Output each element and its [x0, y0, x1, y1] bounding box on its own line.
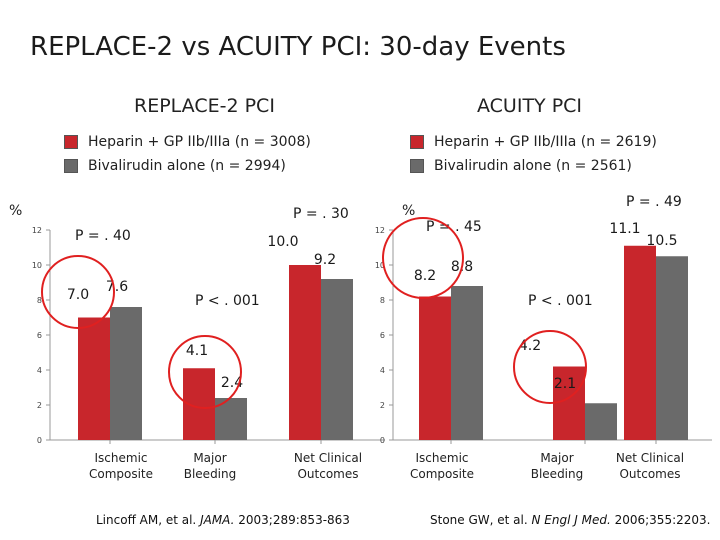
bar-heparin-1 — [553, 366, 585, 440]
legend-swatch-heparin — [410, 135, 424, 149]
data-label: 4.2 — [519, 338, 541, 354]
y-tick-label: 6 — [380, 331, 385, 340]
bar-heparin-2 — [624, 245, 656, 440]
y-axis-label: % — [402, 203, 415, 219]
legend-label: Bivalirudin alone (n = 2561) — [434, 158, 632, 174]
x-category-label: Ischemic Composite — [410, 451, 474, 481]
x-category-label: Net Clinical Outcomes — [616, 451, 684, 481]
reference-replace2: Lincoff AM, et al. JAMA. 2003;289:853-86… — [96, 513, 350, 527]
y-tick-label: 10 — [32, 261, 42, 270]
bar-heparin-0 — [419, 296, 451, 440]
data-label: 7.0 — [67, 287, 89, 303]
y-tick-label: 8 — [37, 296, 42, 305]
y-tick-label: 12 — [375, 226, 385, 235]
bar-bivalirudin-2 — [321, 279, 353, 440]
legend-swatch-bivalirudin — [410, 159, 424, 173]
panel-title-acuity: ACUITY PCI — [477, 95, 583, 117]
bar-bivalirudin-1 — [585, 403, 617, 440]
data-label: 11.1 — [609, 221, 640, 237]
legend-item-bivalirudin: Bivalirudin alone (n = 2994) — [64, 154, 311, 178]
bar-bivalirudin-2 — [656, 256, 688, 440]
data-label: 10.5 — [646, 233, 677, 249]
legend-swatch-bivalirudin — [64, 159, 78, 173]
slide-title: REPLACE-2 vs ACUITY PCI: 30-day Events — [30, 32, 566, 62]
legend-replace2: Heparin + GP IIb/IIIa (n = 3008) Bivalir… — [64, 130, 311, 178]
highlight-circle — [513, 330, 587, 404]
bar-heparin-0 — [78, 317, 110, 440]
bar-bivalirudin-0 — [451, 286, 483, 440]
legend-label: Heparin + GP IIb/IIIa (n = 3008) — [88, 134, 311, 150]
x-category-label: Major Bleeding — [184, 451, 237, 481]
x-category-label: Ischemic Composite — [89, 451, 153, 481]
legend-label: Heparin + GP IIb/IIIa (n = 2619) — [434, 134, 657, 150]
y-tick-label: 0 — [37, 436, 42, 445]
highlight-circle — [382, 217, 464, 299]
p-value-label: P = . 30 — [293, 206, 349, 222]
data-label: 4.1 — [186, 343, 208, 359]
y-tick-label: 4 — [37, 366, 42, 375]
legend-item-bivalirudin: Bivalirudin alone (n = 2561) — [410, 154, 657, 178]
legend-swatch-heparin — [64, 135, 78, 149]
bar-heparin-2 — [289, 265, 321, 440]
data-label: 7.6 — [106, 279, 128, 295]
y-tick-label: 8 — [380, 296, 385, 305]
x-category-label: Net Clinical Outcomes — [294, 451, 362, 481]
legend-label: Bivalirudin alone (n = 2994) — [88, 158, 286, 174]
p-value-label: P < . 001 — [195, 293, 260, 309]
data-label: 8.2 — [414, 268, 436, 284]
y-tick-label: 4 — [380, 366, 385, 375]
legend-item-heparin: Heparin + GP IIb/IIIa (n = 3008) — [64, 130, 311, 154]
data-label: 9.2 — [314, 252, 336, 268]
bar-bivalirudin-0 — [110, 307, 142, 440]
data-label: 2.1 — [554, 376, 576, 392]
y-tick-label: 12 — [32, 226, 42, 235]
y-tick-label: 10 — [375, 261, 385, 270]
y-tick-label: 6 — [37, 331, 42, 340]
p-value-label: P = . 45 — [426, 219, 482, 235]
x-category-label: Major Bleeding — [531, 451, 584, 481]
highlight-circle — [41, 255, 115, 329]
panel-title-replace2: REPLACE-2 PCI — [134, 95, 275, 117]
reference-acuity: Stone GW, et al. N Engl J Med. 2006;355:… — [430, 513, 711, 527]
p-value-label: P < . 001 — [528, 293, 593, 309]
highlight-circle — [168, 335, 242, 409]
y-tick-label: 2 — [37, 401, 42, 410]
y-tick-label: 2 — [380, 401, 385, 410]
legend-acuity: Heparin + GP IIb/IIIa (n = 2619) Bivalir… — [410, 130, 657, 178]
legend-item-heparin: Heparin + GP IIb/IIIa (n = 2619) — [410, 130, 657, 154]
data-label: 10.0 — [267, 234, 298, 250]
y-tick-label: 0 — [380, 436, 385, 445]
y-axis-label: % — [9, 203, 22, 219]
p-value-label: P = . 40 — [75, 228, 131, 244]
p-value-label: P = . 49 — [626, 194, 682, 210]
